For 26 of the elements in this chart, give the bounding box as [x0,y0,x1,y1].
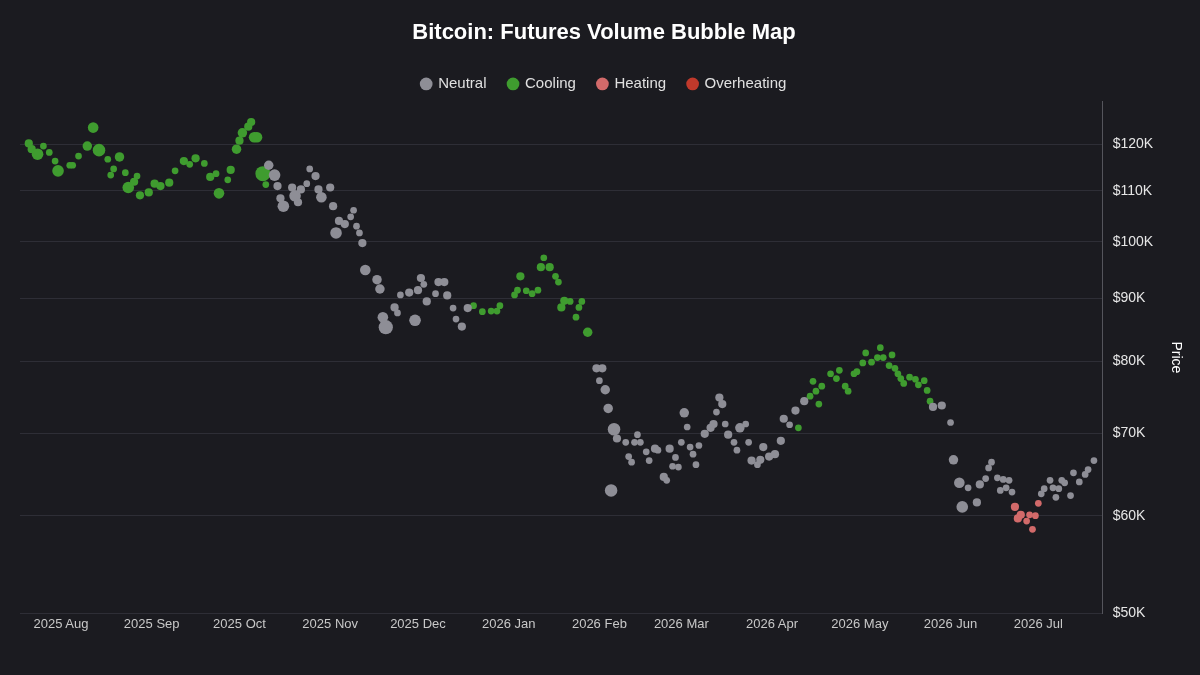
y-tick-label: $50K [1112,604,1147,621]
x-tick-label: 2025 Nov [302,615,359,631]
x-tick-label: 2026 Jun [923,615,978,631]
x-tick-label: 2026 Jan [481,615,536,631]
legend-label: Overheating [704,74,787,92]
y-tick-label: $120K [1112,135,1154,152]
y-tick-label: $80K [1112,352,1147,369]
legend-label: Neutral [438,74,487,92]
x-tick-label: 2026 Apr [746,615,799,631]
legend-label: Cooling [525,74,576,92]
x-tick-label: 2025 Sep [123,615,180,631]
y-tick-label: $100K [1112,232,1154,249]
chart-title: Bitcoin: Futures Volume Bubble Map [412,19,796,45]
x-tick-label: 2026 Feb [571,615,627,631]
x-tick-label: 2026 Jul [1013,615,1064,631]
y-tick-label: $60K [1112,506,1147,523]
x-tick-label: 2026 May [831,615,889,631]
y-tick-label: $110K [1112,181,1153,198]
x-tick-label: 2026 Mar [653,615,710,631]
x-tick-label: 2025 Oct [213,615,267,631]
legend-label: Heating [614,74,667,92]
x-tick-label: 2025 Aug [33,615,89,631]
y-tick-label: $70K [1112,423,1147,440]
x-tick-label: 2025 Dec [390,615,447,631]
y-axis-title: Price [1168,341,1185,374]
y-tick-label: $90K [1112,289,1147,306]
